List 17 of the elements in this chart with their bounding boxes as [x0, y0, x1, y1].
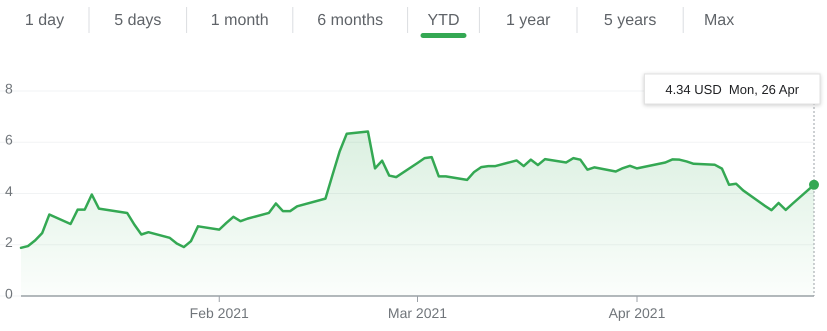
y-tick-label: 8 [5, 80, 13, 96]
text: 1 day [24, 12, 64, 29]
text: 1 month [210, 12, 269, 29]
y-tick-label: 0 [5, 285, 13, 302]
x-tick-label: Feb 2021 [190, 305, 250, 321]
x-tick-label: Mar 2021 [388, 305, 448, 321]
y-tick-label: 2 [5, 234, 13, 250]
x-tick-label: Apr 2021 [608, 305, 666, 321]
text: 1 year [506, 12, 552, 29]
text: Max [704, 12, 734, 29]
text: 6 months [317, 12, 384, 29]
annotation: 4.34 USD Mon, 26 Apr [665, 82, 800, 97]
text: 5 years [604, 12, 656, 29]
text: 5 days [114, 12, 162, 29]
text: YTD [428, 12, 460, 29]
y-tick-label: 6 [5, 132, 13, 148]
y-tick-label: 4 [5, 182, 13, 199]
